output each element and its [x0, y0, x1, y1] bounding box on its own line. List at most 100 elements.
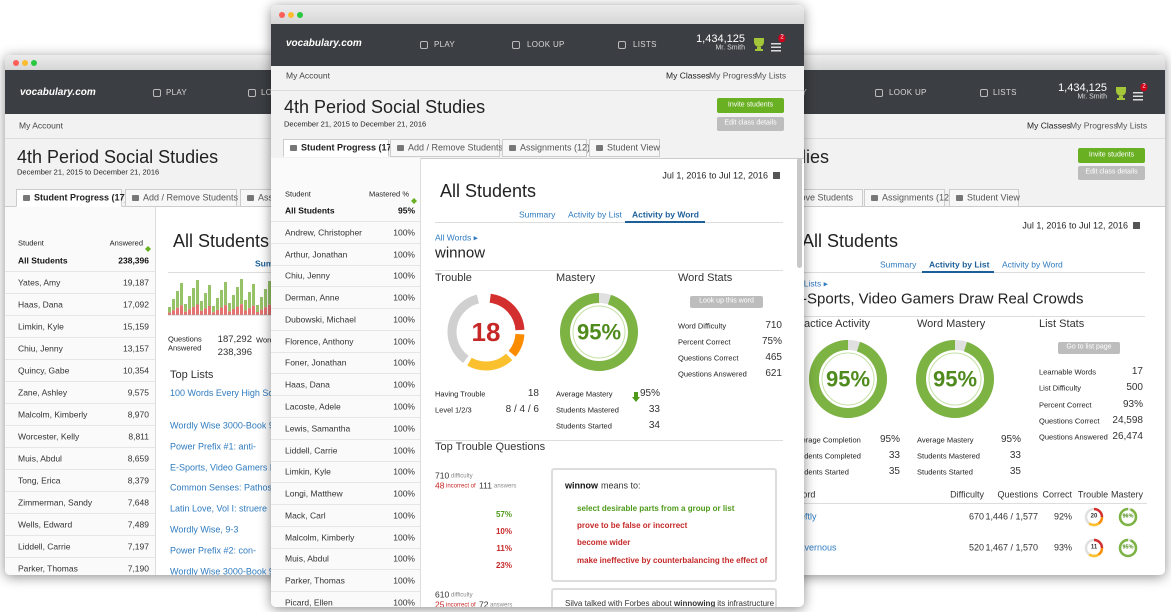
stat-value: 34: [648, 419, 660, 431]
button-label[interactable]: Invite students: [1088, 151, 1135, 159]
breadcrumb[interactable]: All Lists ▸: [792, 278, 828, 289]
stat-label: Average Mastery: [556, 389, 613, 399]
tab-label[interactable]: Student Progress (17): [301, 142, 395, 153]
button-label[interactable]: Edit class details: [724, 119, 777, 127]
nav-link[interactable]: PLAY: [166, 88, 188, 97]
shape: [260, 309, 263, 315]
sub-tab[interactable]: Summary: [519, 209, 556, 220]
panel-title: Word Stats: [678, 272, 733, 285]
list-link[interactable]: Wordly Wise 3000-Book 9-Lesson 2: [170, 565, 314, 575]
list-link[interactable]: Latin Love, Vol I: struere: [170, 503, 268, 514]
tab-label[interactable]: Assignments (12): [520, 142, 591, 153]
student-name[interactable]: Haas, Dana: [18, 299, 63, 310]
nav-link[interactable]: LISTS: [993, 88, 1017, 97]
student-name[interactable]: Parker, Thomas: [285, 575, 345, 586]
answer-choice[interactable]: become wider: [577, 538, 631, 547]
student-name[interactable]: Chiu, Jenny: [285, 271, 330, 282]
student-name[interactable]: Dubowski, Michael: [285, 314, 356, 325]
tab-label[interactable]: Add / Remove Students: [143, 192, 239, 203]
tab-label[interactable]: Add / Remove Students: [408, 142, 504, 153]
icon: [1116, 87, 1126, 100]
student-name[interactable]: Wells, Edward: [18, 519, 73, 530]
nav-link[interactable]: LISTS: [633, 40, 657, 49]
sub-tab[interactable]: Activity by List: [568, 209, 622, 220]
list-link[interactable]: Wordly Wise, 9-3: [170, 524, 239, 535]
answered-count: 8,379: [127, 475, 149, 486]
student-name[interactable]: Picard, Ellen: [285, 597, 333, 607]
sub-tab[interactable]: Summary: [880, 259, 917, 270]
student-name[interactable]: Malcolm, Kimberly: [18, 409, 88, 420]
list-link[interactable]: Wordly Wise 3000-Book 9-Lesson 1: [170, 420, 314, 431]
donut-value: 18: [471, 316, 501, 347]
list-link[interactable]: Power Prefix #1: anti-: [170, 441, 257, 452]
answer-choice[interactable]: make ineffective by counterbalancing the…: [577, 556, 768, 565]
stat-value: 33: [648, 403, 660, 415]
student-name[interactable]: Lacoste, Adele: [285, 401, 341, 412]
account-link[interactable]: My Progress: [1070, 120, 1118, 131]
student-name[interactable]: Foner, Jonathan: [285, 358, 347, 369]
account-link[interactable]: My Lists: [1116, 120, 1148, 131]
shape: [928, 352, 982, 406]
student-name[interactable]: Arthur, Jonathan: [285, 249, 348, 260]
student-name[interactable]: All Students: [285, 205, 335, 216]
word-link[interactable]: cavernous: [795, 542, 837, 553]
student-name[interactable]: Liddell, Carrie: [18, 541, 71, 552]
list-link[interactable]: Common Senses: Pathos: [170, 482, 273, 493]
tab-label[interactable]: Student View: [607, 142, 660, 153]
student-name[interactable]: Muis, Abdul: [18, 453, 62, 464]
student-name[interactable]: Muis, Abdul: [285, 554, 329, 565]
student-name[interactable]: All Students: [18, 255, 68, 266]
button-label[interactable]: Invite students: [727, 101, 774, 109]
mastery-percent: 100%: [393, 575, 415, 586]
button-label[interactable]: Go to list page: [1066, 343, 1112, 351]
student-name[interactable]: Florence, Anthony: [285, 336, 354, 347]
student-name[interactable]: Malcolm, Kimberly: [285, 532, 355, 543]
student-name[interactable]: Lewis, Samantha: [285, 423, 351, 434]
row-divider: [5, 359, 155, 360]
user-name: Mr. Smith: [1077, 93, 1107, 101]
button-label[interactable]: Edit class details: [1085, 168, 1138, 176]
student-name[interactable]: Zane, Ashley: [18, 387, 68, 398]
account-link[interactable]: My Classes: [1027, 120, 1071, 131]
account-link[interactable]: My Lists: [755, 70, 787, 81]
tab-label[interactable]: Student Progress (17): [34, 192, 128, 203]
student-name[interactable]: Haas, Dana: [285, 379, 330, 390]
student-name[interactable]: Parker, Thomas: [18, 563, 78, 574]
list-link[interactable]: Power Prefix #2: con-: [170, 545, 257, 556]
answer-choice[interactable]: prove to be false or incorrect: [577, 521, 688, 530]
tab-label[interactable]: Add / Remove Students: [758, 192, 854, 203]
tab-label[interactable]: Student View: [967, 192, 1020, 203]
answer-choice[interactable]: select desirable parts from a group or l…: [577, 504, 735, 513]
student-name[interactable]: Tong, Erica: [18, 475, 61, 486]
list-link[interactable]: E-Sports, Video Gamers Draw Real Crowds: [170, 461, 345, 472]
student-name[interactable]: Longi, Matthew: [285, 488, 343, 499]
nav-link[interactable]: LOOK UP: [889, 88, 927, 97]
nav-link[interactable]: PLAY: [434, 40, 456, 49]
student-name[interactable]: Quincy, Gabe: [18, 365, 70, 376]
sub-tab[interactable]: Activity by Word: [632, 209, 699, 220]
sub-tab[interactable]: Activity by List: [929, 259, 990, 270]
word-link[interactable]: deftly: [795, 511, 817, 522]
shape: [260, 297, 263, 310]
student-name[interactable]: Chiu, Jenny: [18, 343, 63, 354]
account-link[interactable]: My Classes: [666, 70, 710, 81]
account-link[interactable]: My Progress: [709, 70, 757, 81]
student-name[interactable]: Yates, Amy: [18, 277, 61, 288]
tab-icon: [132, 195, 139, 201]
student-name[interactable]: Mack, Carl: [285, 510, 326, 521]
student-name[interactable]: Worcester, Kelly: [18, 431, 80, 442]
student-name[interactable]: Zimmerman, Sandy: [18, 497, 93, 508]
tab-label[interactable]: Assignments (12): [882, 192, 953, 203]
shape: [771, 50, 781, 52]
student-name[interactable]: Derman, Anne: [285, 292, 340, 303]
student-name[interactable]: Liddell, Carrie: [285, 445, 338, 456]
button-label[interactable]: Look up this word: [699, 297, 754, 305]
student-name[interactable]: Limkin, Kyle: [18, 321, 64, 332]
nav-link[interactable]: LOOK UP: [527, 40, 565, 49]
student-name[interactable]: Andrew, Christopher: [285, 227, 363, 238]
student-name[interactable]: Limkin, Kyle: [285, 467, 331, 478]
answered-count: 7,489: [127, 519, 149, 530]
shape: [208, 285, 211, 306]
sub-tab[interactable]: Activity by Word: [1002, 259, 1063, 270]
breadcrumb[interactable]: All Words ▸: [435, 232, 478, 243]
